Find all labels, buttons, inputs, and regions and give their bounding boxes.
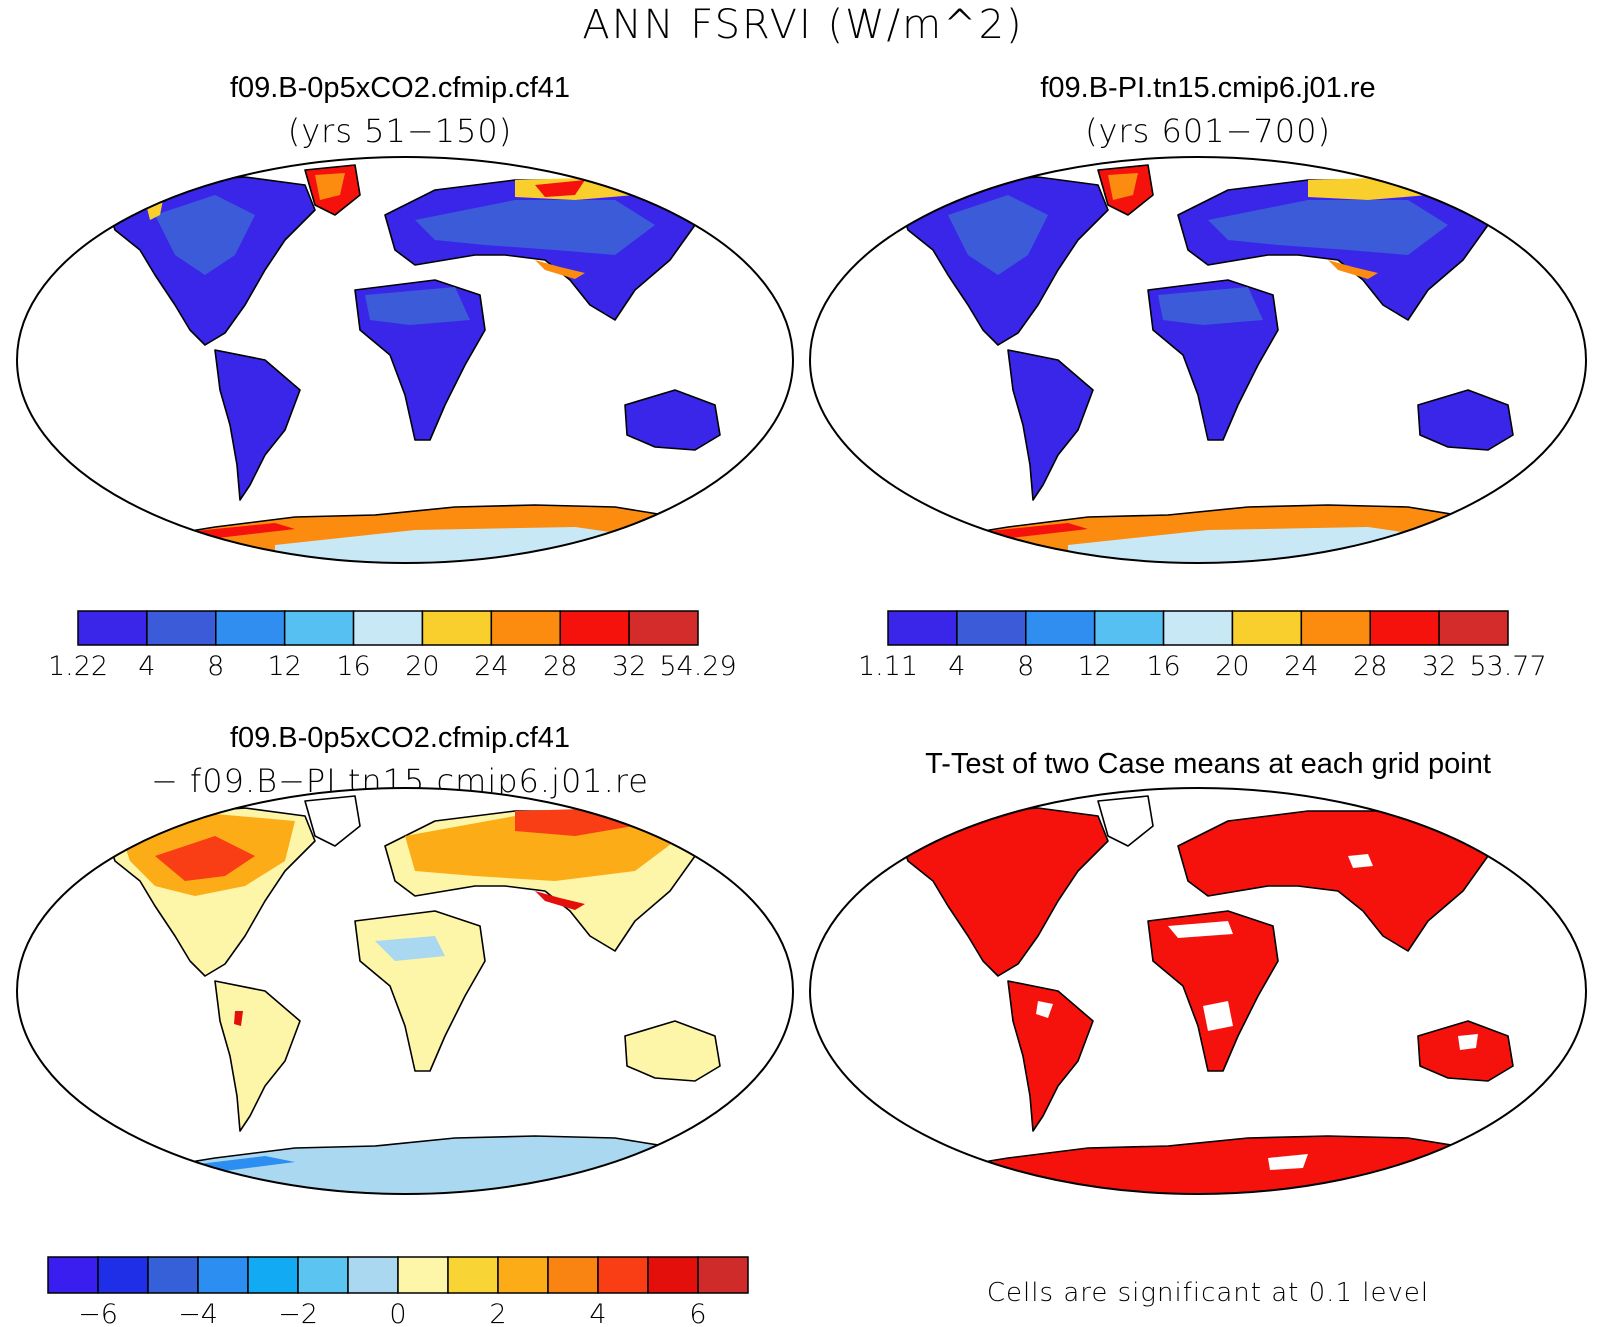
colorbar-tick-label: 20 bbox=[405, 651, 439, 682]
colorbar-box bbox=[628, 610, 699, 646]
colorbar-box bbox=[97, 1256, 149, 1294]
colorbar-box bbox=[1231, 610, 1303, 646]
colorbar-box bbox=[956, 610, 1027, 646]
map-top-left bbox=[16, 156, 794, 564]
colorbar-box bbox=[352, 610, 424, 646]
land-south-america bbox=[1007, 980, 1094, 1132]
colorbar-box bbox=[247, 1256, 299, 1294]
map-bottom-left bbox=[16, 787, 794, 1195]
colorbar-tick-label: 28 bbox=[1353, 651, 1387, 682]
colorbar-box bbox=[146, 610, 217, 646]
panel-tl-subtitle: (yrs 51−150) bbox=[287, 112, 513, 150]
colorbar-tick-label: 12 bbox=[267, 651, 301, 682]
colorbar-box bbox=[421, 610, 493, 646]
panel-bl-title: f09.B-0p5xCO2.cfmip.cf41 bbox=[229, 722, 571, 754]
colorbar-tick-label: 4 bbox=[589, 1299, 606, 1325]
land-greenland bbox=[304, 795, 361, 847]
colorbar-tick-label: 4 bbox=[948, 651, 965, 682]
colorbar-tick-label: 8 bbox=[207, 651, 224, 682]
colorbar-tick-label: 53.77 bbox=[1469, 651, 1546, 682]
colorbar-box bbox=[1438, 610, 1509, 646]
land-australia bbox=[624, 389, 721, 451]
colorbar-box bbox=[47, 1256, 99, 1294]
colorbar-tick-label: 16 bbox=[336, 651, 370, 682]
colorbar-box bbox=[1369, 610, 1440, 646]
colorbar-top-left: 1.22 4 8 12 16 20 24 28 32 54.29 bbox=[48, 610, 737, 682]
land-australia bbox=[624, 1020, 721, 1082]
colorbar-box bbox=[283, 610, 355, 646]
colorbar-tick-label: 4 bbox=[138, 651, 155, 682]
map-top-right bbox=[809, 156, 1587, 564]
colorbar-tick-label: −4 bbox=[178, 1299, 218, 1325]
land-greenland bbox=[1097, 795, 1154, 847]
colorbar-tick-label: 32 bbox=[612, 651, 646, 682]
colorbar-tick-label: 24 bbox=[1284, 651, 1318, 682]
colorbar-box bbox=[597, 1256, 649, 1294]
colorbar-box bbox=[647, 1256, 699, 1294]
colorbar-tick-label: 20 bbox=[1215, 651, 1249, 682]
colorbar-box bbox=[1025, 610, 1096, 646]
panel-br-title: T-Test of two Case means at each grid po… bbox=[925, 748, 1491, 780]
colorbar-tick-label: −2 bbox=[278, 1299, 318, 1325]
map-bottom-right bbox=[809, 787, 1587, 1195]
colorbar-box bbox=[147, 1256, 199, 1294]
significance-note: Cells are significant at 0.1 level bbox=[986, 1278, 1430, 1308]
colorbar-tick-label: 16 bbox=[1146, 651, 1180, 682]
colorbar-tick-label: 24 bbox=[474, 651, 508, 682]
colorbar-bottom-left: −6 −4 −2 0 2 4 6 bbox=[47, 1256, 749, 1325]
colorbar-box bbox=[297, 1256, 349, 1294]
colorbar-box bbox=[1162, 610, 1234, 646]
colorbar-tick-label: 12 bbox=[1077, 651, 1111, 682]
colorbar-tick-label: 28 bbox=[543, 651, 577, 682]
colorbar-box bbox=[77, 610, 148, 646]
colorbar-box bbox=[490, 610, 561, 646]
colorbar-tick-label: 1.11 bbox=[858, 651, 918, 682]
colorbar-tick-label: 1.22 bbox=[48, 651, 108, 682]
land-australia bbox=[1417, 389, 1514, 451]
colorbar-tick-label: 54.29 bbox=[659, 651, 736, 682]
colorbar-tick-label: −6 bbox=[78, 1299, 118, 1325]
colorbar-tick-label: 0 bbox=[389, 1299, 406, 1325]
colorbar-tick-label: 8 bbox=[1017, 651, 1034, 682]
colorbar-box bbox=[447, 1256, 499, 1294]
colorbar-box bbox=[697, 1256, 749, 1294]
land-north-america bbox=[902, 807, 1109, 977]
colorbar-box bbox=[215, 610, 286, 646]
colorbar-box bbox=[497, 1256, 549, 1294]
colorbar-tick-label: 2 bbox=[489, 1299, 506, 1325]
colorbar-box bbox=[559, 610, 630, 646]
land-south-america bbox=[1007, 349, 1094, 501]
colorbar-box bbox=[197, 1256, 249, 1294]
panel-tr-title: f09.B-PI.tn15.cmip6.j01.re bbox=[1040, 72, 1376, 104]
colorbar-box bbox=[347, 1256, 399, 1294]
colorbar-box bbox=[397, 1256, 449, 1294]
panel-tl-title: f09.B-0p5xCO2.cfmip.cf41 bbox=[229, 72, 571, 104]
colorbar-top-right: 1.11 4 8 12 16 20 24 28 32 53.77 bbox=[858, 610, 1547, 682]
land-south-america bbox=[214, 349, 301, 501]
colorbar-box bbox=[547, 1256, 599, 1294]
colorbar-box bbox=[887, 610, 958, 646]
land-australia bbox=[1417, 1020, 1514, 1082]
colorbar-tick-label: 6 bbox=[689, 1299, 706, 1325]
panel-tr-subtitle: (yrs 601−700) bbox=[1085, 112, 1331, 150]
colorbar-box bbox=[1093, 610, 1165, 646]
colorbar-box bbox=[1300, 610, 1371, 646]
land-africa bbox=[1147, 910, 1279, 1072]
figure-title: ANN FSRVI (W/m^2) bbox=[582, 2, 1024, 48]
colorbar-tick-label: 32 bbox=[1422, 651, 1456, 682]
